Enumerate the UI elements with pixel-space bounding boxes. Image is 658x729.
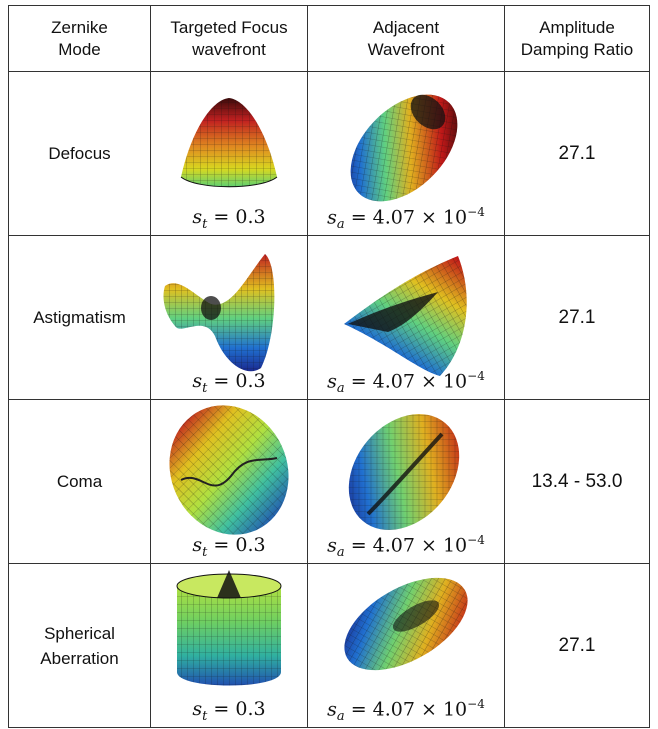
header-line: Damping Ratio [520, 39, 634, 59]
symbol: s [327, 534, 337, 557]
exponent: −4 [467, 368, 485, 383]
value: = 0.3 [213, 698, 266, 721]
table-row-defocus: Defocus [8, 71, 650, 236]
header-line: Amplitude [539, 17, 615, 37]
mode-cell: Defocus [8, 71, 151, 236]
header-row: Zernike Mode Targeted Focus wavefront Ad… [8, 5, 650, 72]
symbol: s [327, 206, 337, 229]
value: = 4.07 × 10 [350, 534, 468, 557]
table-row-coma: Coma [8, 399, 650, 564]
target-wavefront-cell: st = 0.3 [150, 235, 308, 400]
saddle-surface [163, 254, 275, 372]
symbol: s [192, 206, 203, 229]
target-caption: st = 0.3 [151, 698, 307, 724]
value: = 4.07 × 10 [350, 698, 468, 721]
defocus-dome-surface [180, 98, 278, 188]
header-zernike-mode: Zernike Mode [8, 5, 151, 72]
header-line: Targeted Focus [170, 17, 288, 37]
subscript: t [202, 709, 208, 724]
header-targeted-focus: Targeted Focus wavefront [150, 5, 308, 72]
symbol: s [192, 370, 203, 393]
damping-ratio-cell: 13.4 - 53.0 [504, 399, 650, 564]
mode-cell: Spherical Aberration [8, 563, 151, 728]
value: = 0.3 [213, 534, 266, 557]
header-line: Adjacent [372, 17, 440, 37]
adjacent-caption: sa = 4.07 × 10−4 [308, 533, 504, 560]
adjacent-wavefront-cell: sa = 4.07 × 10−4 [307, 563, 505, 728]
adjacent-wavefront-cell: sa = 4.07 × 10−4 [307, 399, 505, 564]
damping-ratio-cell: 27.1 [504, 71, 650, 236]
mode-cell: Coma [8, 399, 151, 564]
value: = 4.07 × 10 [350, 370, 468, 393]
target-wavefront-cell: st = 0.3 [150, 399, 308, 564]
exponent: −4 [467, 204, 485, 219]
header-line: Wavefront [367, 39, 445, 59]
symbol: s [192, 534, 203, 557]
damping-ratio-cell: 27.1 [504, 563, 650, 728]
exponent: −4 [467, 696, 485, 711]
subscript: a [336, 217, 345, 232]
adjacent-wavefront-cell: sa = 4.07 × 10−4 [307, 235, 505, 400]
target-caption: st = 0.3 [151, 206, 307, 232]
adjacent-caption: sa = 4.07 × 10−4 [308, 205, 504, 232]
table-row-spherical-aberration: Spherical Aberration [8, 563, 650, 728]
subscript: t [202, 217, 208, 232]
mode-label: Spherical [44, 623, 115, 643]
header-line: Zernike [51, 17, 108, 37]
value: = 0.3 [213, 206, 266, 229]
mode-label: Aberration [40, 648, 119, 668]
tilted-ellipse-ridge-surface [348, 414, 460, 530]
target-wavefront-cell: st = 0.3 [150, 563, 308, 728]
subscript: t [202, 545, 208, 560]
damping-ratio-cell: 27.1 [504, 235, 650, 400]
target-caption: st = 0.3 [151, 534, 307, 560]
zernike-mode-table: Zernike Mode Targeted Focus wavefront Ad… [8, 5, 650, 728]
header-line: Mode [58, 39, 101, 59]
mode-label: Astigmatism [33, 308, 126, 327]
subscript: a [336, 545, 345, 560]
adjacent-caption: sa = 4.07 × 10−4 [308, 697, 504, 724]
target-caption: st = 0.3 [151, 370, 307, 396]
header-damping-ratio: Amplitude Damping Ratio [504, 5, 650, 72]
target-wavefront-cell: st = 0.3 [150, 71, 308, 236]
subscript: a [336, 381, 345, 396]
symbol: s [192, 698, 203, 721]
value: = 0.3 [213, 370, 266, 393]
value: = 4.07 × 10 [350, 206, 468, 229]
tilted-ellipse-surface [350, 94, 458, 202]
symbol: s [327, 370, 337, 393]
subscript: a [336, 709, 345, 724]
header-line: wavefront [192, 39, 266, 59]
mode-label: Coma [56, 472, 103, 491]
coma-s-surface [169, 405, 289, 535]
subscript: t [202, 381, 208, 396]
mode-label: Defocus [48, 144, 111, 163]
mode-cell: Astigmatism [8, 235, 151, 400]
header-adjacent-wavefront: Adjacent Wavefront [307, 5, 505, 72]
adjacent-wavefront-cell: sa = 4.07 × 10−4 [307, 71, 505, 236]
twisted-sheet-surface [344, 256, 467, 376]
symbol: s [327, 698, 337, 721]
tilted-bowl-surface [344, 577, 468, 671]
cylinder-peak-surface [176, 570, 282, 686]
exponent: −4 [467, 532, 485, 547]
table-row-astigmatism: Astigmatism [8, 235, 650, 400]
adjacent-caption: sa = 4.07 × 10−4 [308, 369, 504, 396]
